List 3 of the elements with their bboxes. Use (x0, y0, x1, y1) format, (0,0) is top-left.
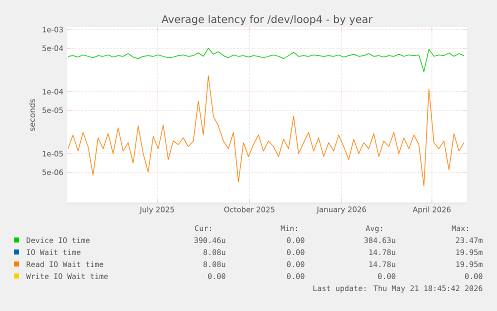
chart-title: Average latency for /dev/loop4 - by year (162, 15, 373, 26)
line-series (68, 48, 464, 72)
line-series (68, 75, 464, 186)
